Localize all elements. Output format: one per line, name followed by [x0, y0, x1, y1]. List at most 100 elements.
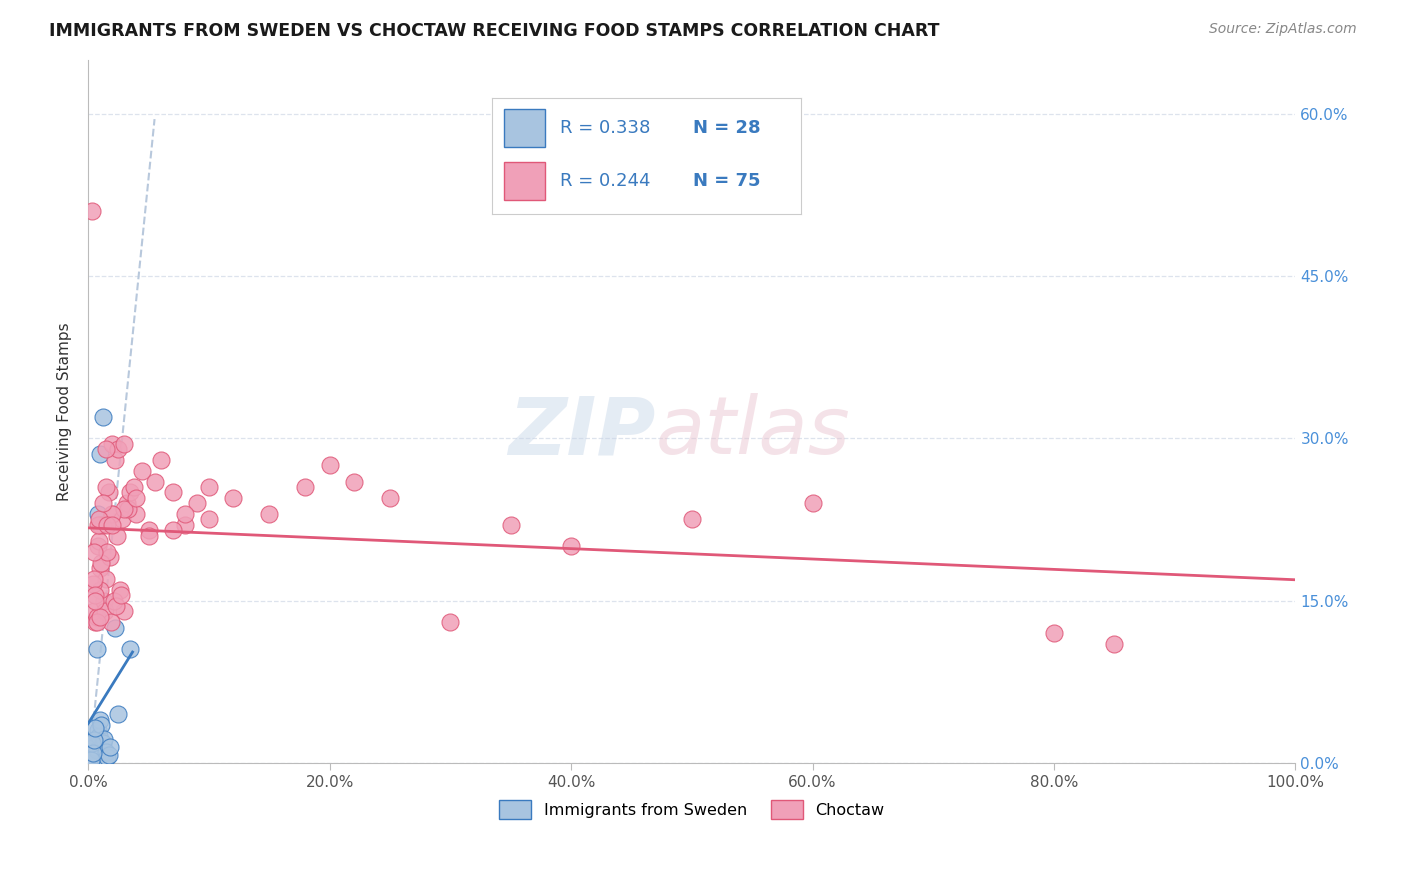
Point	[101, 436, 124, 450]
Point	[499, 517, 522, 532]
Point	[83, 572, 105, 586]
Point	[131, 464, 153, 478]
Point	[98, 739, 121, 754]
Text: ZIP: ZIP	[508, 393, 655, 471]
Point	[89, 517, 111, 532]
Point	[87, 507, 110, 521]
Point	[149, 453, 172, 467]
Point	[107, 707, 129, 722]
Point	[101, 517, 124, 532]
Point	[86, 609, 108, 624]
Point	[100, 615, 122, 629]
Point	[84, 721, 107, 735]
Point	[96, 545, 118, 559]
Point	[89, 561, 111, 575]
Point	[108, 582, 131, 597]
Point	[117, 501, 139, 516]
Point	[112, 501, 135, 516]
Text: Source: ZipAtlas.com: Source: ZipAtlas.com	[1209, 22, 1357, 37]
Point	[86, 743, 108, 757]
Point	[681, 512, 703, 526]
Point	[87, 540, 110, 554]
Point	[560, 540, 582, 554]
Point	[257, 507, 280, 521]
Point	[80, 750, 103, 764]
Point	[101, 507, 124, 521]
Point	[125, 507, 148, 521]
Point	[222, 491, 245, 505]
Point	[343, 475, 366, 489]
Point	[90, 556, 112, 570]
Text: atlas: atlas	[655, 393, 851, 471]
Point	[378, 491, 401, 505]
Point	[101, 507, 124, 521]
Point	[87, 729, 110, 743]
Point	[801, 496, 824, 510]
Point	[82, 734, 104, 748]
Point	[87, 534, 110, 549]
Point	[91, 736, 114, 750]
FancyBboxPatch shape	[505, 162, 544, 200]
Point	[198, 512, 221, 526]
Point	[173, 517, 195, 532]
Point	[89, 447, 111, 461]
Text: R = 0.338: R = 0.338	[560, 119, 651, 136]
Point	[82, 577, 104, 591]
Point	[89, 713, 111, 727]
Point	[83, 739, 105, 754]
Point	[80, 736, 103, 750]
Point	[91, 409, 114, 424]
Point	[96, 745, 118, 759]
Point	[96, 572, 118, 586]
Point	[186, 496, 208, 510]
Point	[93, 731, 115, 746]
Point	[83, 733, 105, 747]
Point	[112, 436, 135, 450]
Point	[97, 748, 120, 763]
Point	[84, 593, 107, 607]
Point	[1043, 626, 1066, 640]
Point	[79, 752, 101, 766]
Point	[96, 442, 118, 456]
Point	[110, 588, 132, 602]
Point	[107, 442, 129, 456]
Point	[80, 204, 103, 219]
Text: R = 0.244: R = 0.244	[560, 172, 651, 190]
Point	[120, 485, 142, 500]
Point	[198, 480, 221, 494]
Point	[89, 582, 111, 597]
Point	[93, 593, 115, 607]
Point	[103, 593, 125, 607]
Point	[1104, 637, 1126, 651]
Point	[173, 507, 195, 521]
Point	[294, 480, 316, 494]
Point	[115, 496, 138, 510]
Point	[86, 615, 108, 629]
Point	[82, 746, 104, 760]
Point	[122, 480, 145, 494]
Point	[104, 621, 127, 635]
Point	[318, 458, 340, 473]
Point	[87, 517, 110, 532]
Point	[84, 588, 107, 602]
Text: N = 75: N = 75	[693, 172, 761, 190]
Point	[94, 604, 117, 618]
Point	[105, 528, 128, 542]
Point	[84, 747, 107, 761]
Point	[87, 723, 110, 738]
Point	[120, 642, 142, 657]
Point	[87, 512, 110, 526]
Point	[162, 523, 184, 537]
Point	[96, 480, 118, 494]
Point	[86, 642, 108, 657]
Point	[98, 550, 121, 565]
Text: N = 28: N = 28	[693, 119, 761, 136]
Point	[83, 545, 105, 559]
Point	[96, 517, 118, 532]
Point	[112, 604, 135, 618]
Point	[143, 475, 166, 489]
Point	[138, 523, 160, 537]
Point	[104, 599, 127, 613]
Point	[91, 496, 114, 510]
Point	[90, 718, 112, 732]
